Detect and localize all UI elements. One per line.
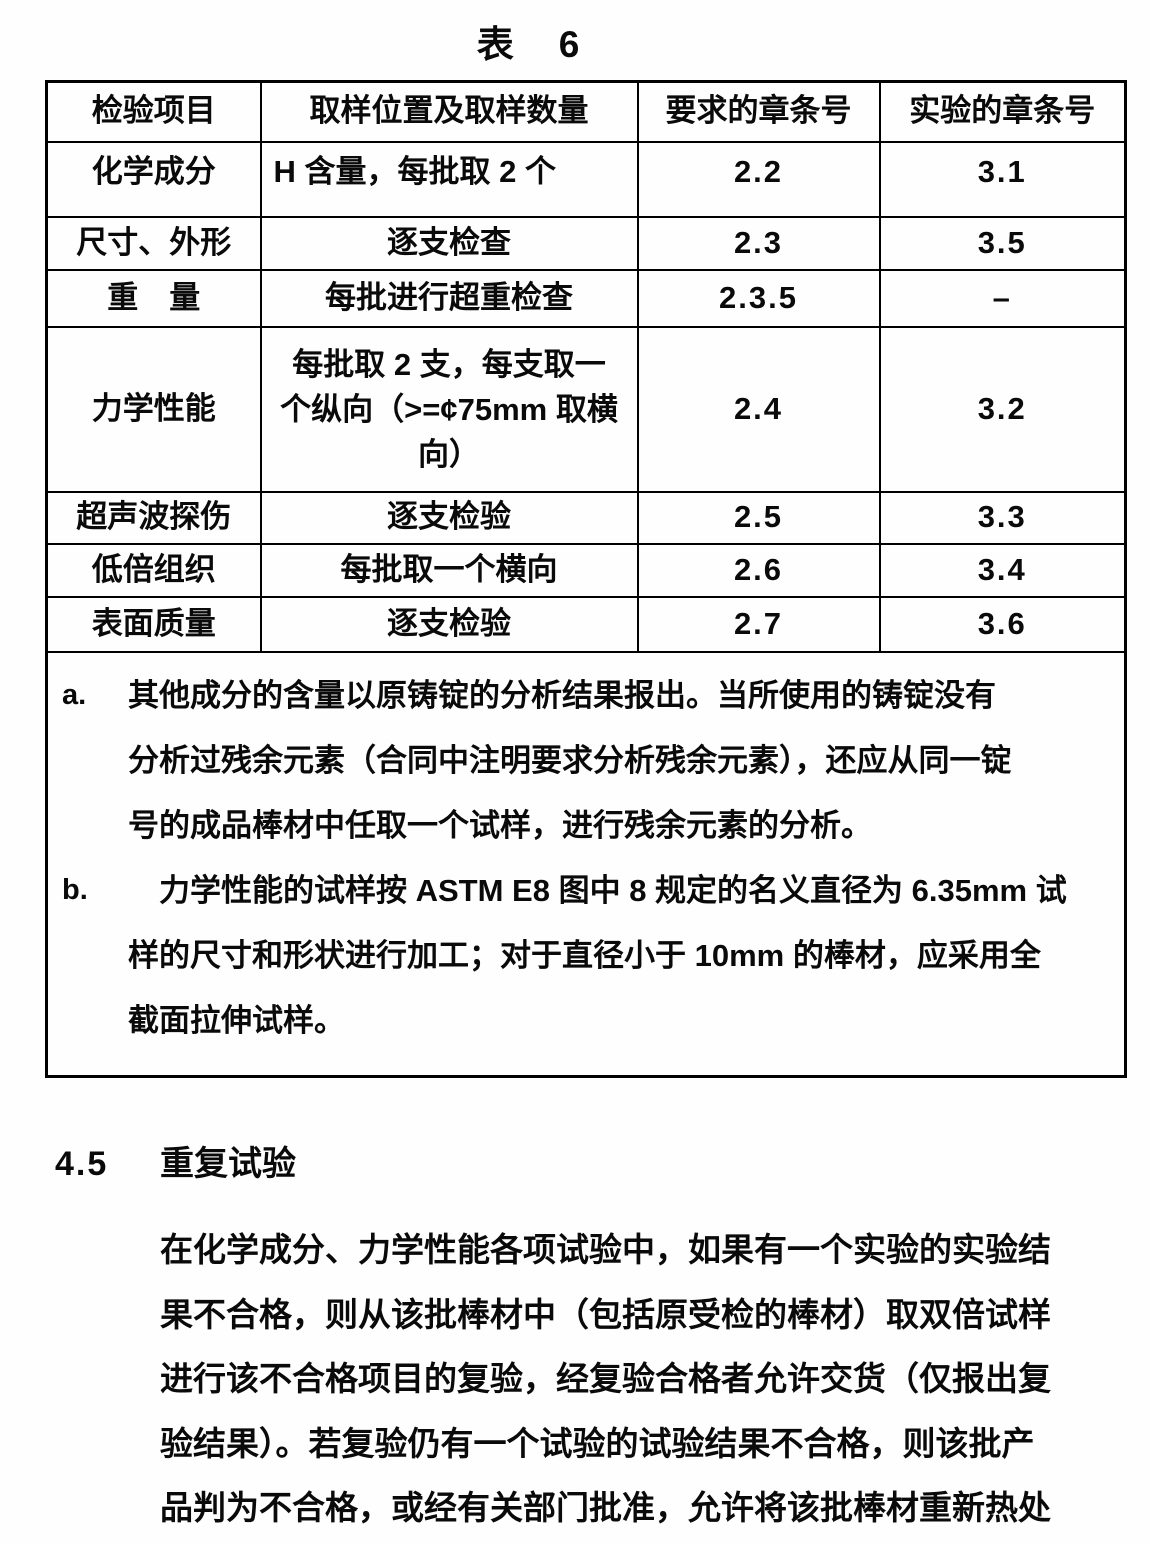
cell-required: 2.7 (636, 595, 881, 653)
table-notes-row: a. 其他成分的含量以原铸锭的分析结果报出。当所使用的铸锭没有 分析过残余元素（… (45, 650, 1127, 1077)
section-title: 重复试验 (160, 1145, 296, 1183)
cell-test: 3.2 (878, 325, 1127, 493)
header-required-clause: 要求的章条号 (636, 80, 881, 143)
cell-sampling: 逐支检查 (259, 215, 639, 271)
cell-item: 力学性能 (45, 325, 262, 493)
cell-item: 表面质量 (45, 595, 262, 653)
cell-item: 尺寸、外形 (45, 215, 262, 271)
cell-test: 3.5 (878, 215, 1127, 271)
table-header-row: 检验项目 取样位置及取样数量 要求的章条号 实验的章条号 (45, 80, 1127, 143)
table-notes: a. 其他成分的含量以原铸锭的分析结果报出。当所使用的铸锭没有 分析过残余元素（… (45, 650, 1127, 1077)
cell-required: 2.6 (636, 542, 881, 598)
table-row: 低倍组织 每批取一个横向 2.6 3.4 (45, 542, 1127, 598)
table-row: 超声波探伤 逐支检验 2.5 3.3 (45, 490, 1127, 545)
header-test-clause: 实验的章条号 (878, 80, 1127, 143)
cell-item: 超声波探伤 (45, 490, 262, 545)
cell-test: 3.6 (878, 595, 1127, 653)
footnote-a: a. 其他成分的含量以原铸锭的分析结果报出。当所使用的铸锭没有 分析过残余元素（… (58, 663, 1106, 858)
footnote-text: 其他成分的含量以原铸锭的分析结果报出。当所使用的铸锭没有 分析过残余元素（合同中… (128, 677, 1012, 843)
section-number: 4.5 (55, 1145, 109, 1183)
table-row: 化学成分 H 含量，每批取 2 个 2.2 3.1 (45, 140, 1127, 218)
cell-test: – (878, 268, 1127, 328)
cell-sampling: 每批取一个横向 (259, 542, 639, 598)
header-sampling: 取样位置及取样数量 (259, 80, 639, 143)
section-body: 在化学成分、力学性能各项试验中，如果有一个实验的实验结 果不合格，则从该批棒材中… (160, 1231, 1051, 1526)
cell-required: 2.5 (636, 490, 881, 545)
footnote-text: 力学性能的试样按 ASTM E8 图中 8 规定的名义直径为 6.35mm 试 … (128, 872, 1067, 1038)
table-row: 尺寸、外形 逐支检查 2.3 3.5 (45, 215, 1127, 271)
cell-sampling: 每批取 2 支，每支取一 个纵向（>=¢75mm 取横 向） (259, 325, 639, 493)
header-inspection-item: 检验项目 (45, 80, 262, 143)
table-caption: 表 6 (476, 24, 584, 65)
inspection-table: 检验项目 取样位置及取样数量 要求的章条号 实验的章条号 化学成分 H 含量，每… (45, 80, 1127, 1078)
cell-required: 2.3 (636, 215, 881, 271)
table-row: 重 量 每批进行超重检查 2.3.5 – (45, 268, 1127, 328)
cell-item: 化学成分 (45, 140, 262, 218)
cell-required: 2.4 (636, 325, 881, 493)
cell-test: 3.3 (878, 490, 1127, 545)
footnote-b: b. 力学性能的试样按 ASTM E8 图中 8 规定的名义直径为 6.35mm… (58, 858, 1106, 1053)
cell-item: 重 量 (45, 268, 262, 328)
cell-sampling: H 含量，每批取 2 个 (259, 140, 639, 218)
section-4-5: 4.5 重复试验 在化学成分、力学性能各项试验中，如果有一个实验的实验结 果不合… (55, 1142, 1101, 1541)
footnote-marker: b. (62, 873, 88, 906)
cell-item: 低倍组织 (45, 542, 262, 598)
section-heading: 4.5 重复试验 (55, 1142, 1101, 1186)
cell-sampling: 逐支检验 (259, 595, 639, 653)
cell-test: 3.4 (878, 542, 1127, 598)
cell-required: 2.3.5 (636, 268, 881, 328)
table-row: 力学性能 每批取 2 支，每支取一 个纵向（>=¢75mm 取横 向） 2.4 … (45, 325, 1127, 493)
cell-sampling: 每批进行超重检查 (259, 268, 639, 328)
cell-sampling: 逐支检验 (259, 490, 639, 545)
table-row: 表面质量 逐支检验 2.7 3.6 (45, 595, 1127, 653)
cell-test: 3.1 (878, 140, 1127, 218)
footnote-marker: a. (62, 678, 87, 711)
cell-required: 2.2 (636, 140, 881, 218)
